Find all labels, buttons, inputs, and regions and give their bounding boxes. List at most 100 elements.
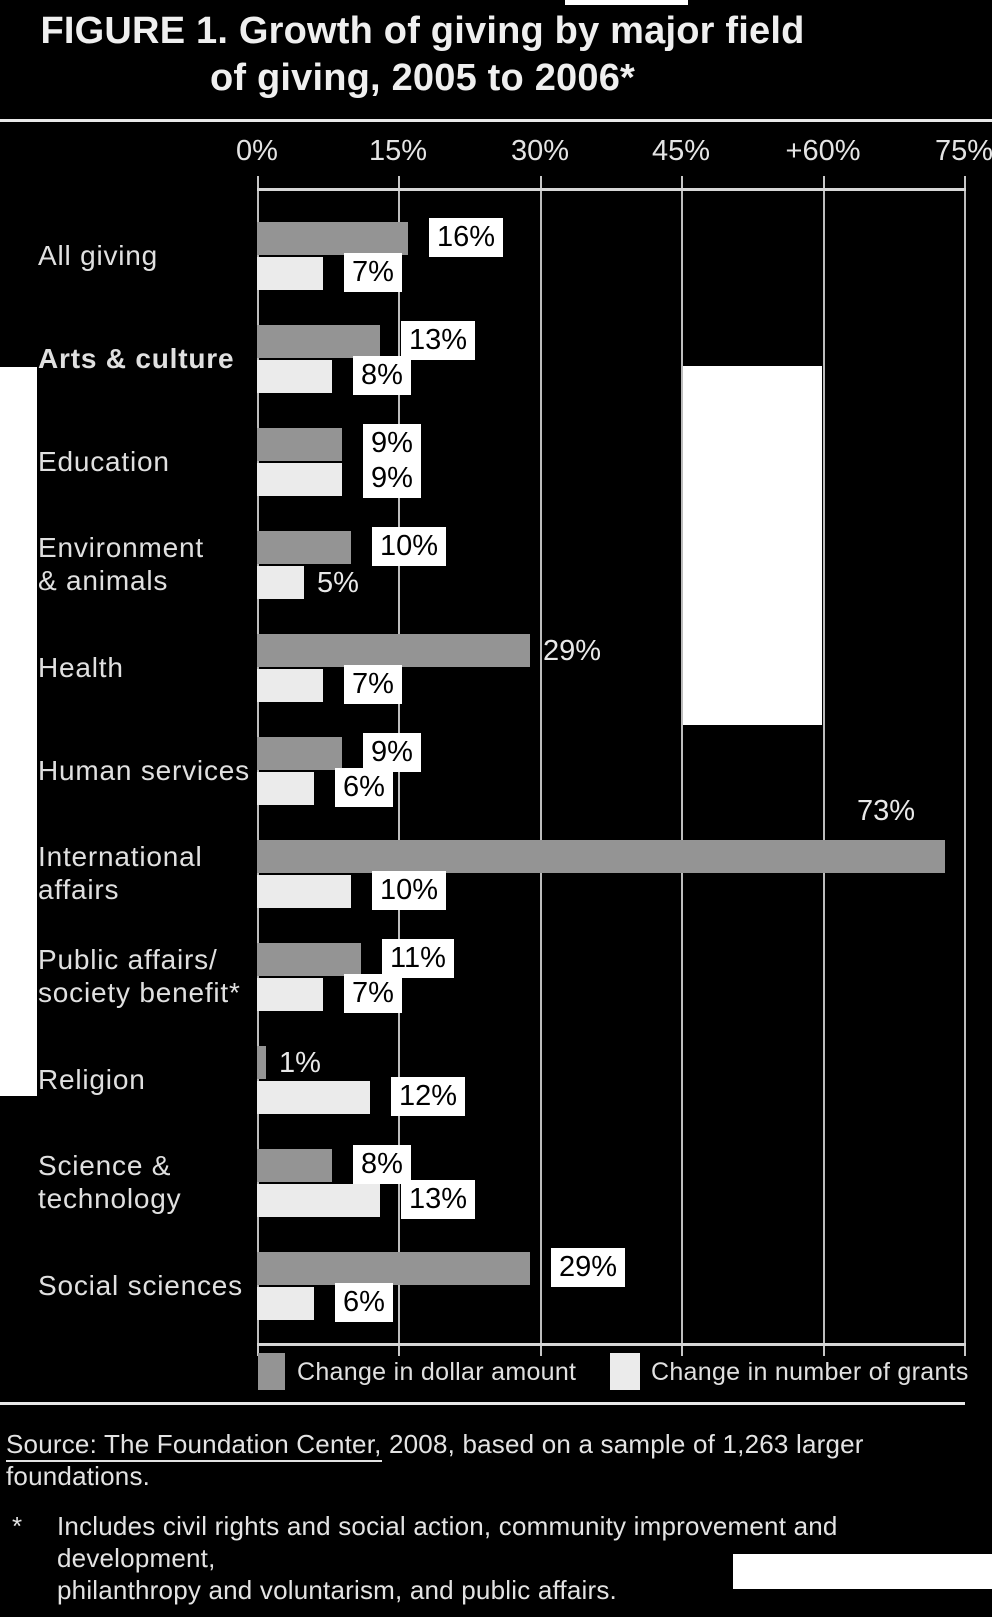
- value-label: 29%: [551, 1248, 626, 1287]
- axis-tick-bottom: [540, 1346, 542, 1356]
- value-label: 9%: [363, 459, 421, 498]
- legend-swatch-grants: [610, 1353, 640, 1390]
- artifact-bottom-right-rect: [733, 1554, 992, 1589]
- value-label: 9%: [363, 733, 421, 772]
- bar-grants: [257, 463, 342, 496]
- value-label: 9%: [363, 424, 421, 463]
- axis-tick-bottom: [964, 1346, 966, 1356]
- bar-dollar: [257, 737, 342, 770]
- axis-tick-label: 15%: [368, 135, 428, 167]
- bar-dollar: [257, 325, 380, 358]
- source-link-text: Source: The Foundation Center,: [6, 1429, 382, 1462]
- axis-tick: [823, 176, 825, 188]
- plot-border-top: [257, 188, 966, 191]
- category-label: Health: [38, 632, 253, 702]
- chart-title: FIGURE 1. Growth of giving by major fiel…: [0, 8, 845, 102]
- category-label: Social sciences: [38, 1250, 253, 1320]
- bar-grants: [257, 257, 323, 290]
- category-label: All giving: [38, 220, 253, 290]
- bar-dollar: [257, 1149, 332, 1182]
- bar-dollar: [257, 1046, 266, 1079]
- bar-grants: [257, 566, 304, 599]
- bar-grants: [257, 1184, 380, 1217]
- value-label: 8%: [353, 1145, 411, 1184]
- category-label-line: Health: [38, 651, 124, 683]
- bar-dollar: [257, 840, 945, 873]
- value-label: 5%: [317, 567, 359, 599]
- footnote-line1: Includes civil rights and social action,…: [57, 1511, 838, 1573]
- axis-tick: [398, 176, 400, 188]
- category-label: Science & technology: [38, 1147, 253, 1217]
- gridline: [540, 188, 542, 1346]
- value-label: 6%: [335, 768, 393, 807]
- axis-tick-label: 45%: [651, 135, 711, 167]
- value-label: 73%: [857, 795, 916, 827]
- bar-dollar: [257, 428, 342, 461]
- category-label-line: All giving: [38, 239, 159, 271]
- gridline: [681, 188, 683, 1346]
- source-rest: 2008, based on a sample of 1,263 larger: [381, 1429, 864, 1459]
- bar-dollar: [257, 634, 530, 667]
- value-label: 8%: [353, 356, 411, 395]
- value-label: 13%: [401, 321, 476, 360]
- category-label: Arts & culture: [38, 323, 253, 393]
- axis-tick-label: 75%: [934, 135, 992, 167]
- footer-divider: [0, 1402, 965, 1405]
- value-label: 7%: [344, 974, 402, 1013]
- source-note: Source: The Foundation Center, 2008, bas…: [6, 1428, 966, 1492]
- bar-dollar: [257, 943, 361, 976]
- source-line2: foundations.: [6, 1461, 151, 1491]
- category-label: Education: [38, 426, 253, 496]
- category-label-line: affairs: [38, 874, 120, 905]
- bar-grants: [257, 669, 323, 702]
- category-label-line: technology: [38, 1183, 182, 1214]
- axis-tick-bottom: [823, 1346, 825, 1356]
- chart-title-line1: FIGURE 1. Growth of giving by major fiel…: [40, 10, 805, 52]
- value-label: 6%: [335, 1283, 393, 1322]
- axis-tick: [681, 176, 683, 188]
- artifact-left-strip: [0, 367, 37, 1096]
- category-label-line: Arts & culture: [38, 342, 235, 374]
- category-label-line: International: [38, 841, 203, 872]
- category-label-line: Social sciences: [38, 1269, 243, 1301]
- category-label-line: Religion: [38, 1063, 146, 1095]
- category-label: Public affairs/society benefit*: [38, 941, 253, 1011]
- value-label: 10%: [372, 871, 447, 910]
- category-label-line: & animals: [38, 565, 169, 596]
- bar-dollar: [257, 1252, 530, 1285]
- gridline: [823, 188, 825, 1346]
- gridline: [964, 188, 966, 1346]
- category-label-line: Environment: [38, 532, 204, 563]
- footnote: Includes civil rights and social action,…: [57, 1510, 992, 1606]
- bar-grants: [257, 772, 314, 805]
- legend-swatch-dollar: [258, 1353, 285, 1390]
- value-label: 29%: [543, 635, 602, 667]
- value-label: 10%: [372, 527, 447, 566]
- plot-border-bottom: [257, 1343, 966, 1346]
- axis-tick-label: +60%: [785, 135, 861, 167]
- bar-dollar: [257, 222, 408, 255]
- bar-grants: [257, 1287, 314, 1320]
- category-label-line: Human services: [38, 754, 250, 786]
- category-label: Human services: [38, 735, 253, 805]
- bar-grants: [257, 360, 332, 393]
- category-label-line: Science &: [38, 1150, 172, 1181]
- bar-grants: [257, 978, 323, 1011]
- axis-tick-bottom: [257, 1346, 259, 1356]
- footnote-marker: *: [12, 1511, 23, 1541]
- legend-label-grants: Change in number of grants: [651, 1358, 969, 1386]
- chart-title-line2: of giving, 2005 to 2006*: [209, 57, 636, 99]
- artifact-top-line: [565, 0, 688, 5]
- footnote-line2: philanthropy and voluntarism, and public…: [57, 1575, 617, 1605]
- value-label: 16%: [429, 218, 504, 257]
- axis-tick: [964, 176, 966, 188]
- category-label-line: society benefit*: [38, 977, 241, 1008]
- value-label: 12%: [391, 1077, 466, 1116]
- category-label: Religion: [38, 1044, 253, 1114]
- title-divider: [0, 119, 992, 122]
- bar-dollar: [257, 531, 351, 564]
- value-label: 11%: [382, 939, 454, 978]
- value-label: 13%: [401, 1180, 476, 1219]
